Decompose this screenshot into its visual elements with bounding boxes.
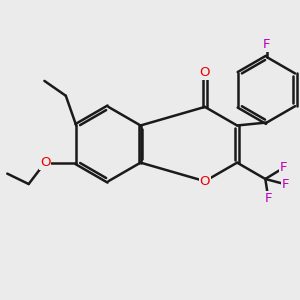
Text: O: O	[200, 175, 210, 188]
Text: O: O	[200, 66, 210, 79]
Text: F: F	[282, 178, 289, 191]
Text: O: O	[40, 156, 50, 169]
Text: F: F	[280, 161, 287, 174]
Text: F: F	[263, 38, 271, 51]
Text: F: F	[265, 192, 272, 205]
